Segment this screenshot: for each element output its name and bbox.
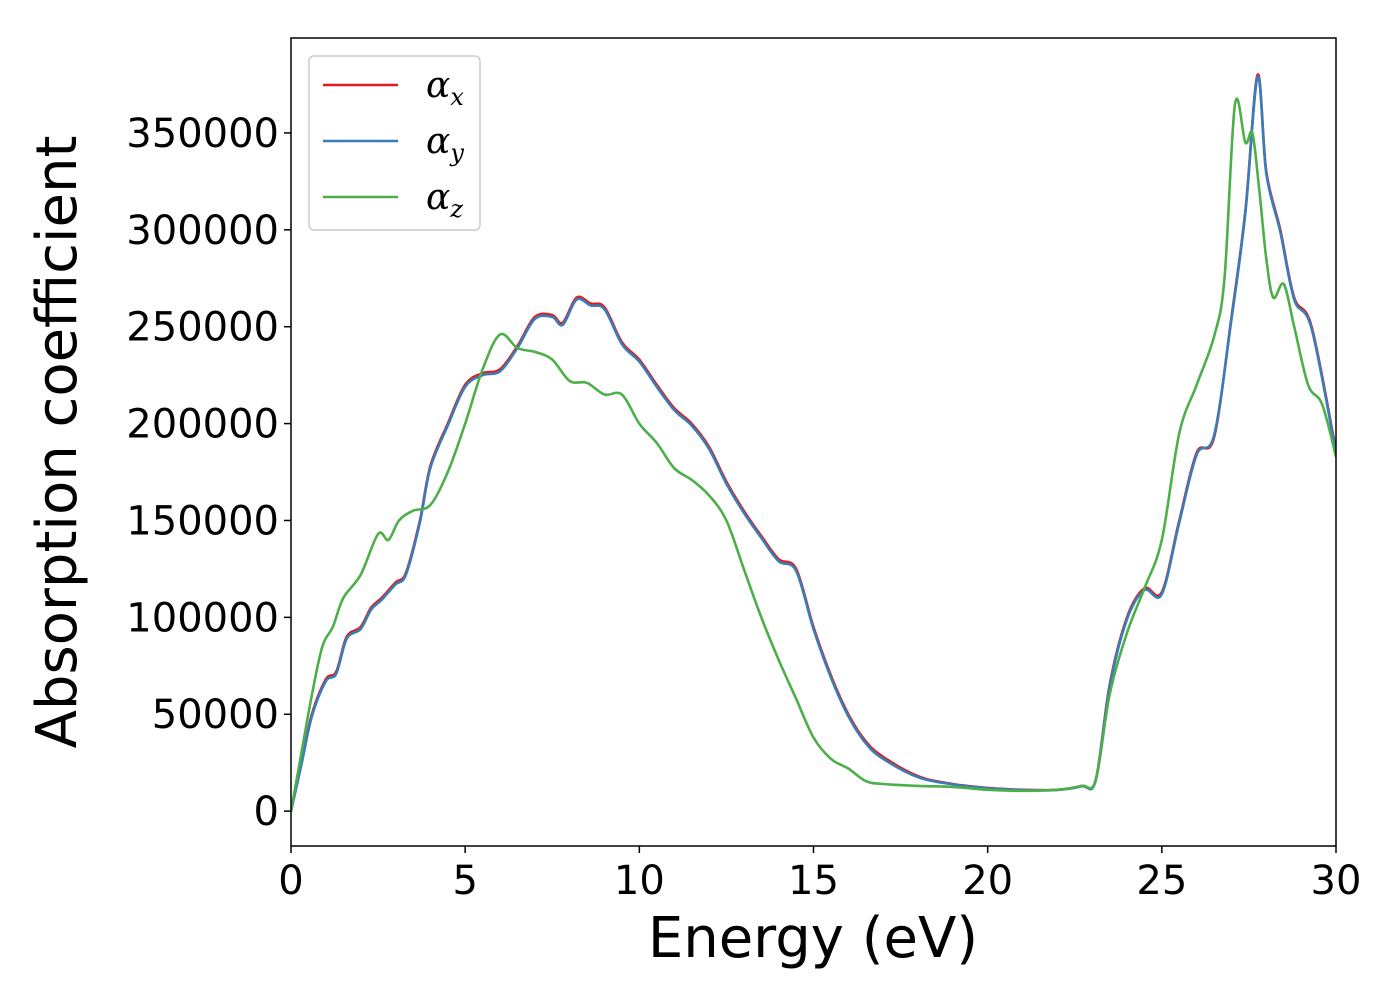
y-tick-label: 350000 [126, 111, 279, 157]
y-axis-title: Absorption coefficient [25, 136, 90, 749]
series-line-y [291, 75, 1336, 813]
y-tick-label: 200000 [126, 402, 279, 448]
y-tick-label: 300000 [126, 208, 279, 254]
y-tick-label: 100000 [126, 595, 279, 641]
y-tick-label: 250000 [126, 305, 279, 351]
x-tick-label: 0 [278, 858, 303, 904]
x-tick-label: 25 [1136, 858, 1187, 904]
x-tick-label: 20 [962, 858, 1013, 904]
x-tick-label: 5 [452, 858, 477, 904]
legend-box [308, 55, 481, 231]
series-line-z [291, 97, 1336, 813]
tick-layer: 0 5 10 15 20 25 30 0 50000 100000 150000 200000 2500… [126, 111, 1361, 904]
x-axis-title: Energy (eV) [648, 906, 978, 971]
series-layer [291, 73, 1336, 813]
x-tick-label: 15 [788, 858, 839, 904]
x-tick-label: 10 [614, 858, 665, 904]
y-tick-label: 0 [254, 789, 279, 835]
y-tick-label: 150000 [126, 498, 279, 544]
x-tick-label: 30 [1311, 858, 1362, 904]
y-tick-label: 50000 [152, 692, 279, 738]
